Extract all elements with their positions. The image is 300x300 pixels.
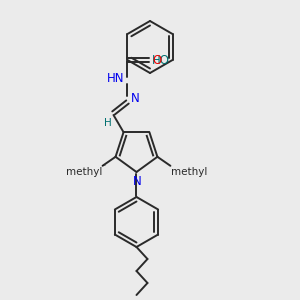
Text: H: H: [104, 118, 112, 128]
Text: N: N: [133, 175, 142, 188]
Text: O: O: [152, 53, 162, 67]
Text: HO: HO: [152, 53, 169, 67]
Text: N: N: [130, 92, 139, 104]
Text: methyl: methyl: [102, 164, 106, 166]
Text: methyl: methyl: [66, 167, 103, 177]
Text: HN: HN: [107, 73, 124, 85]
Text: methyl: methyl: [171, 167, 208, 177]
